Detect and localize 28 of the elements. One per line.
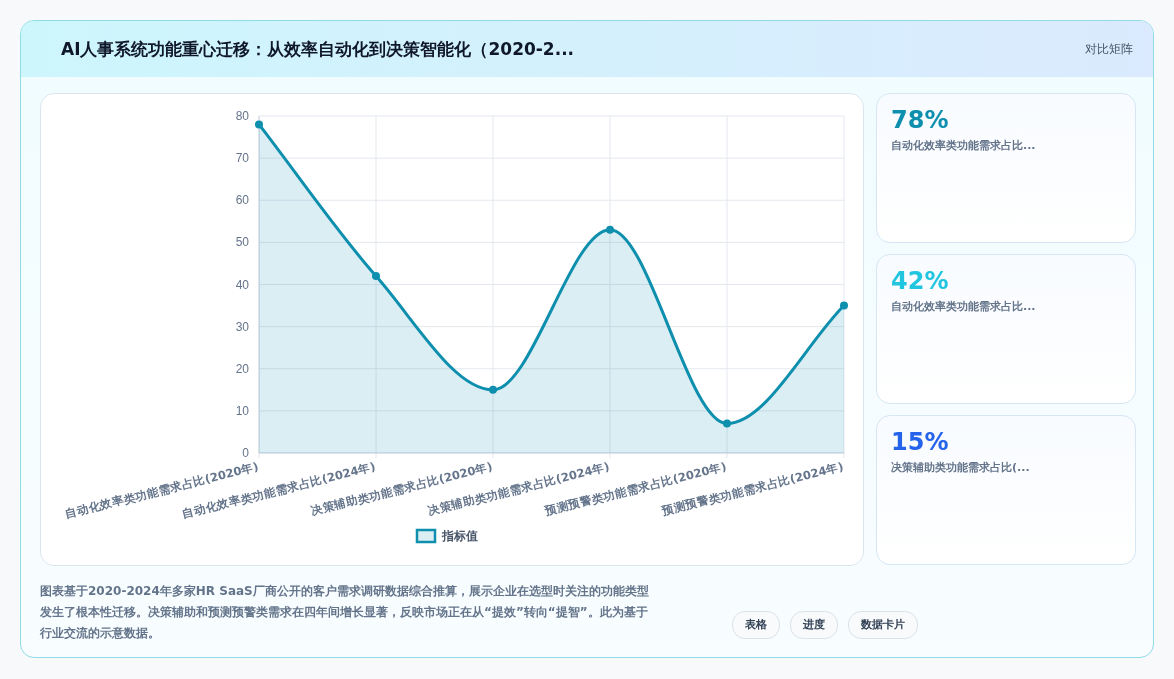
point bbox=[840, 301, 848, 310]
text: 对比矩阵 bbox=[1085, 41, 1133, 58]
y-tick-label: 80 bbox=[235, 109, 250, 123]
text: 78% bbox=[891, 106, 949, 134]
y-tick-label: 10 bbox=[235, 403, 250, 418]
text: 图表基于2020-2024年多家HR SaaS厂商公开的客户需求调研数据综合推算，展示企业在选型时关注的功能类型发生了根本性迁移。决策辅助和预测预警类需求在四年间增长显著，反映市场正在从“提效”转向“提智”。此为基于行业交流的示意数据。 bbox=[40, 583, 650, 642]
text: 42% bbox=[891, 267, 949, 295]
text: 自动化效率类功能需求占比... bbox=[891, 138, 1036, 153]
text: 进度 bbox=[790, 611, 838, 639]
point bbox=[255, 120, 263, 129]
point bbox=[723, 419, 731, 428]
y-tick-label: 40 bbox=[235, 277, 250, 292]
y-tick-label: 0 bbox=[242, 446, 250, 460]
legend-label: 指标值 bbox=[441, 529, 478, 543]
y-tick-label: 60 bbox=[235, 193, 250, 208]
text: 15% bbox=[891, 428, 949, 456]
point bbox=[489, 385, 497, 394]
y-tick-label: 70 bbox=[235, 151, 250, 166]
point bbox=[606, 225, 614, 234]
text: 决策辅助类功能需求占比(... bbox=[891, 460, 1030, 475]
point bbox=[372, 272, 380, 281]
y-tick-label: 50 bbox=[235, 235, 250, 250]
text: 自动化效率类功能需求占比... bbox=[891, 299, 1036, 314]
chart-title: AI人事系统功能重心迁移：从效率自动化到决策智能化（2020-2... bbox=[61, 38, 575, 61]
text: 数据卡片 bbox=[848, 611, 918, 639]
y-tick-label: 30 bbox=[235, 319, 250, 334]
text: 表格 bbox=[732, 611, 780, 639]
y-tick-label: 20 bbox=[235, 361, 250, 376]
